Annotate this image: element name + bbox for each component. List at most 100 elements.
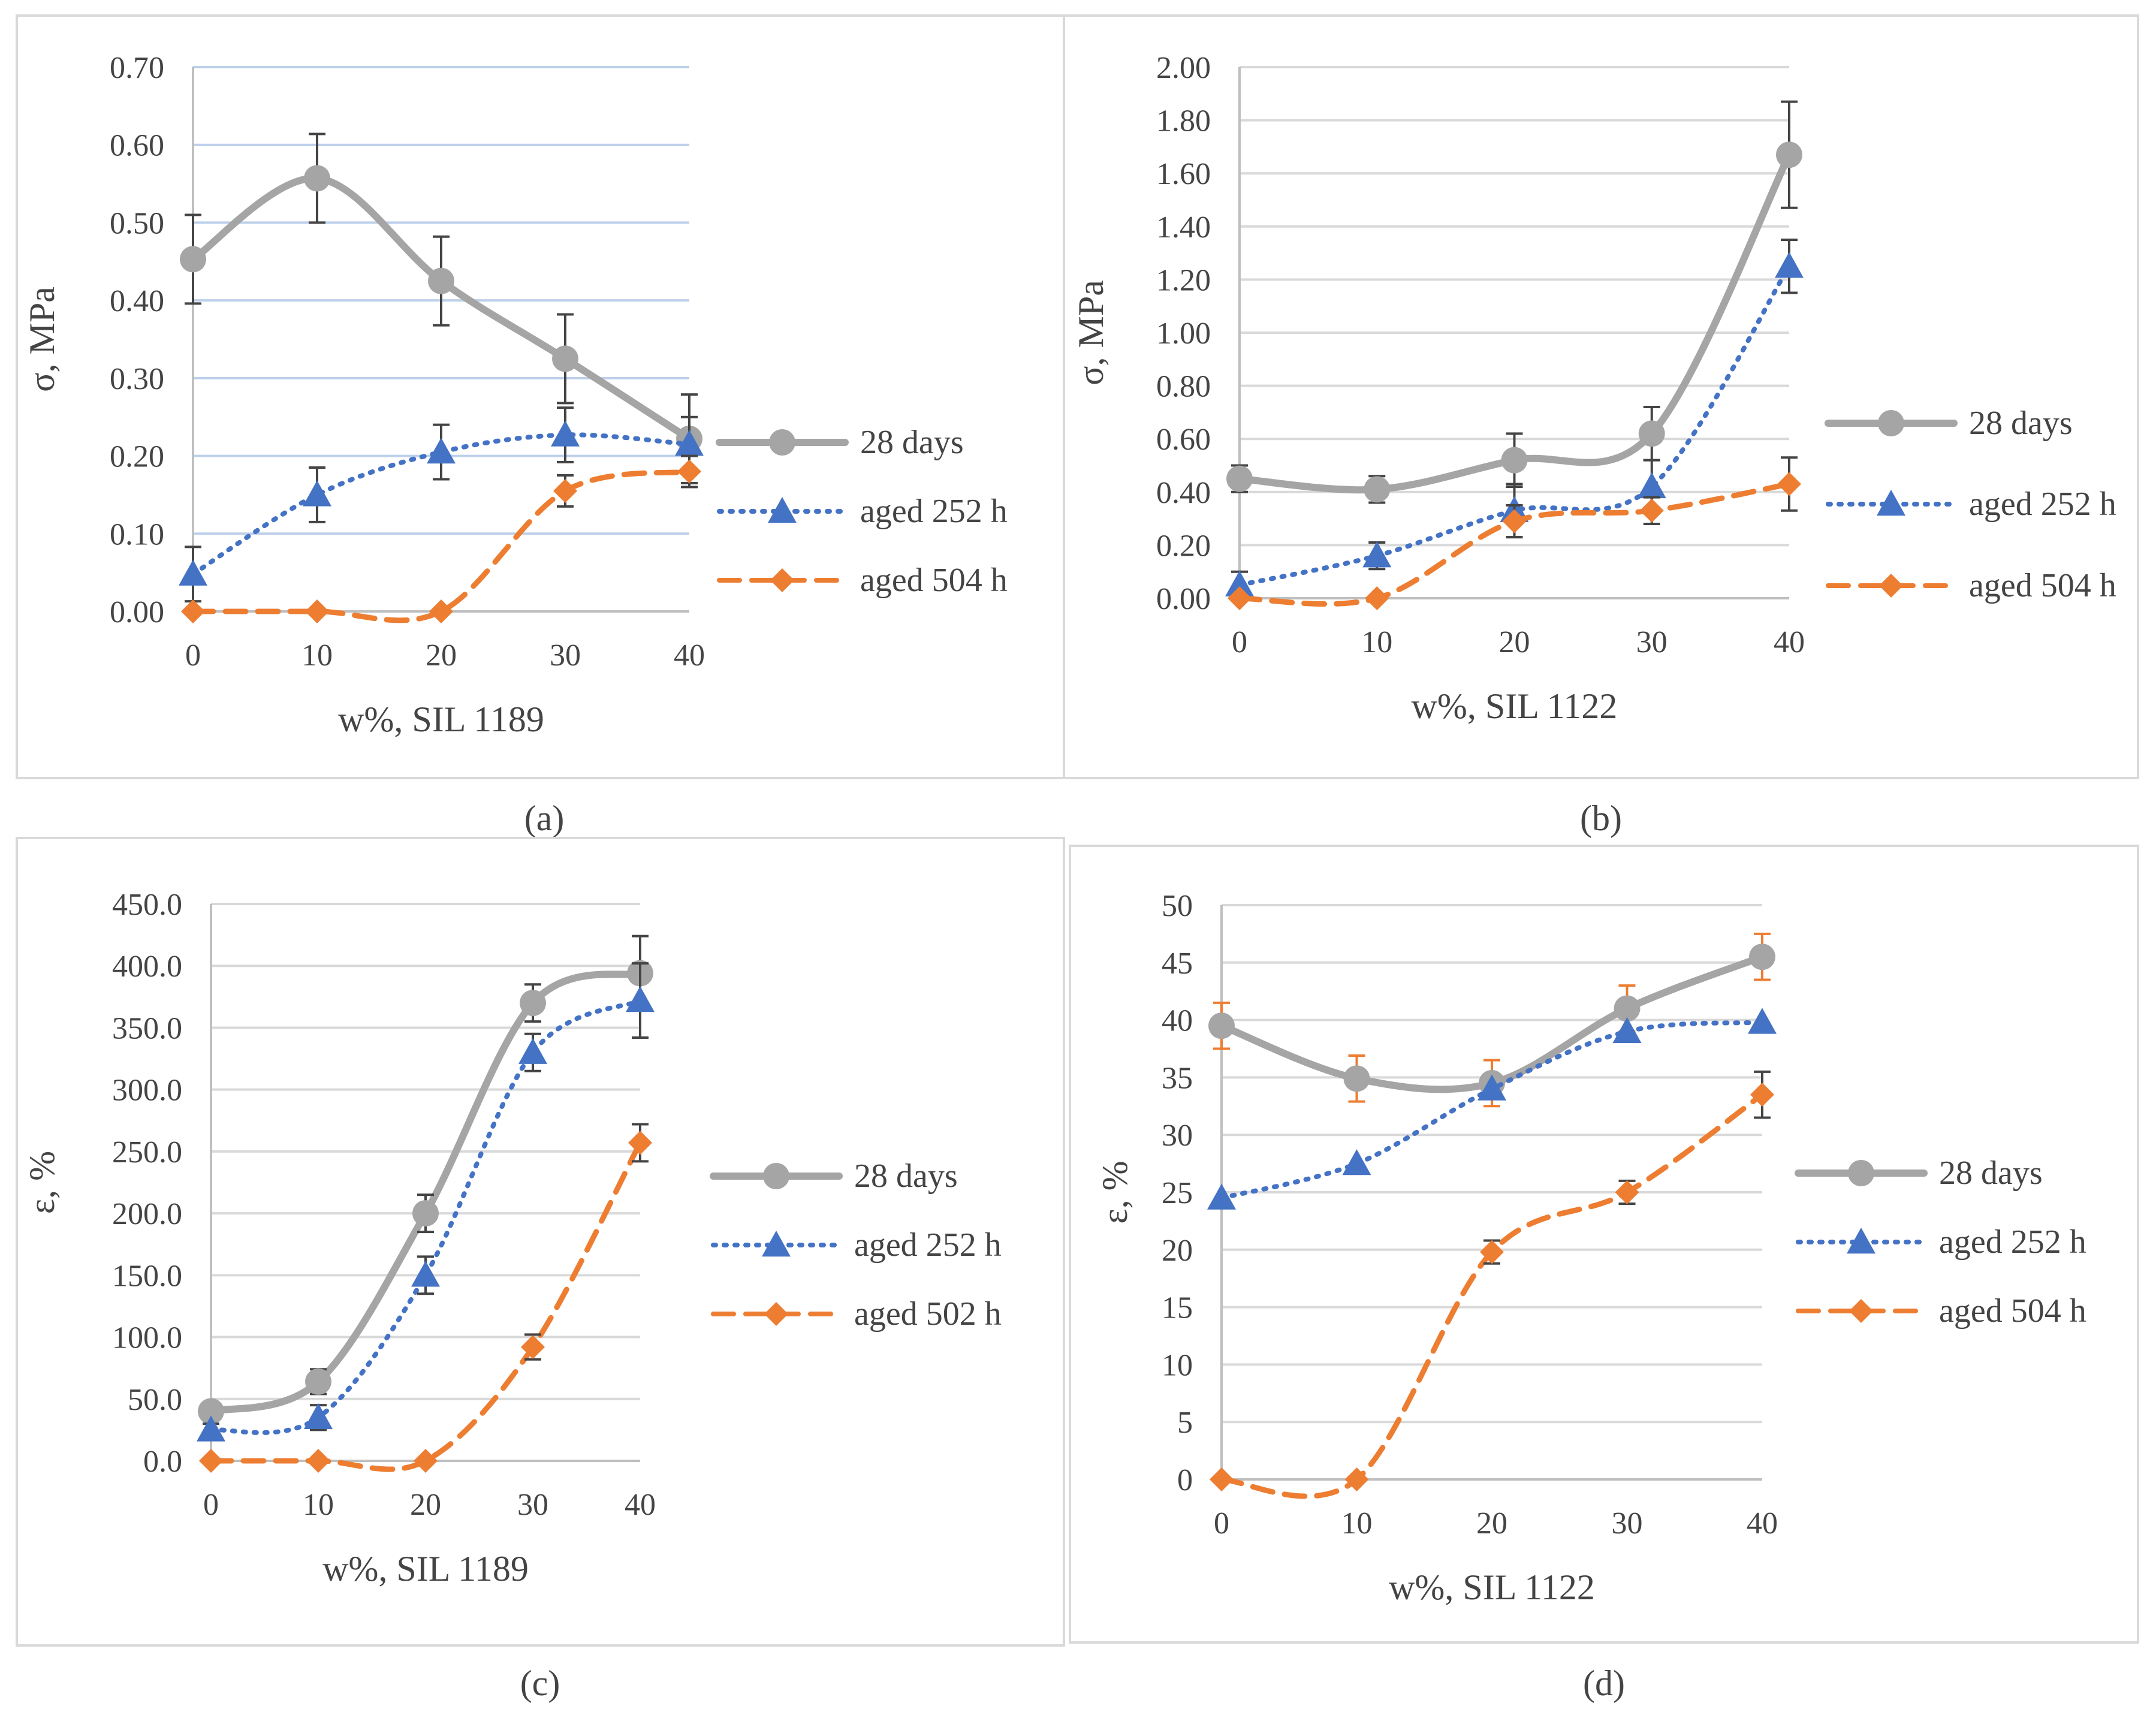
chart-frame [16, 14, 1071, 779]
y-tick-label: 450.0 [112, 888, 182, 922]
series-line-3 [1219, 1092, 1765, 1499]
data-point-3 [1615, 1180, 1639, 1204]
x-tick-label: 0 [1214, 1506, 1229, 1541]
data-point-1 [1208, 1012, 1235, 1039]
y-tick-label: 0.0 [143, 1445, 182, 1479]
data-point-2 [626, 986, 655, 1012]
data-point-1 [1226, 465, 1253, 492]
chart-frame [1069, 845, 2139, 1644]
data-point-1 [1749, 944, 1775, 970]
data-point-3 [181, 599, 205, 623]
data-point-1 [1638, 420, 1665, 447]
x-tick-label: 20 [410, 1488, 441, 1522]
legend-label: aged 252 h [854, 1226, 1002, 1264]
x-tick-label: 10 [1341, 1506, 1373, 1541]
legend-marker-1 [1878, 410, 1904, 436]
data-point-1 [198, 1398, 224, 1425]
y-tick-label: 0.50 [110, 206, 164, 240]
data-point-1 [1364, 476, 1391, 503]
data-point-2 [179, 559, 207, 586]
y-tick-label: 0.70 [110, 51, 164, 85]
x-tick-label: 30 [1612, 1506, 1643, 1541]
series-line-3 [190, 469, 692, 623]
data-point-3 [1750, 1083, 1774, 1107]
y-tick-label: 1.00 [1156, 317, 1211, 351]
data-point-3 [414, 1449, 438, 1473]
y-tick-label: 0.20 [110, 440, 164, 474]
y-tick-label: 50.0 [128, 1383, 182, 1417]
data-point-3 [553, 478, 577, 503]
x-tick-label: 0 [1232, 625, 1247, 659]
y-tick-label: 0.00 [1156, 582, 1211, 616]
data-point-2 [1342, 1149, 1371, 1175]
data-point-1 [552, 345, 578, 372]
legend-label: 28 days [1939, 1155, 2043, 1192]
legend-label: 28 days [1969, 405, 2073, 442]
data-point-3 [1480, 1240, 1504, 1264]
y-tick-label: 20 [1162, 1234, 1193, 1268]
y-tick-label: 1.80 [1156, 104, 1211, 138]
legend-label: aged 252 h [1969, 486, 2116, 523]
data-point-3 [305, 599, 329, 623]
data-point-2 [1612, 1017, 1642, 1043]
data-point-1 [1776, 141, 1802, 168]
panel-caption: (d) [1583, 1663, 1625, 1703]
data-point-2 [427, 438, 456, 464]
data-point-2 [675, 430, 704, 456]
y-tick-label: 150.0 [112, 1259, 182, 1293]
series-line-3 [208, 1140, 643, 1472]
x-axis-title: w%, SIL 1122 [1412, 686, 1618, 726]
y-tick-label: 0.00 [110, 595, 164, 629]
x-axis-title: w%, SIL 1189 [322, 1549, 529, 1589]
data-point-3 [1502, 509, 1527, 534]
data-point-2 [1775, 252, 1804, 278]
legend-marker-1 [763, 1163, 789, 1189]
legend-label: aged 504 h [1939, 1292, 2086, 1330]
data-point-3 [199, 1449, 223, 1473]
legend-marker-2 [1847, 1228, 1875, 1254]
data-point-2 [304, 1403, 333, 1429]
panel-caption: (c) [520, 1663, 560, 1703]
series-line-2 [1237, 264, 1792, 587]
legend-marker-3 [1849, 1299, 1873, 1323]
y-tick-label: 0.20 [1156, 529, 1211, 563]
legend-marker-1 [769, 429, 795, 456]
y-tick-label: 0.40 [1156, 476, 1211, 510]
data-point-2 [1207, 1183, 1236, 1210]
y-axis-title: σ, MPa [1071, 280, 1111, 385]
legend-label: aged 504 h [860, 562, 1008, 599]
data-point-1 [1343, 1065, 1370, 1092]
y-tick-label: 30 [1162, 1119, 1193, 1153]
data-point-3 [429, 599, 453, 623]
data-point-1 [412, 1200, 439, 1227]
x-tick-label: 40 [1774, 625, 1805, 659]
chart-panel-c: 0.050.0100.0150.0200.0250.0300.0350.0400… [16, 837, 1065, 1703]
y-tick-label: 15 [1162, 1291, 1193, 1325]
data-point-1 [305, 1368, 331, 1395]
legend-marker-2 [1877, 490, 1905, 516]
legend-marker-1 [1848, 1160, 1874, 1186]
data-point-1 [520, 990, 546, 1017]
data-point-2 [303, 480, 331, 507]
y-tick-label: 0.30 [110, 362, 164, 396]
y-tick-label: 0.60 [1156, 423, 1211, 457]
data-point-1 [180, 246, 206, 273]
legend-label: aged 252 h [860, 493, 1008, 530]
y-tick-label: 0.40 [110, 284, 164, 318]
x-axis-title: w%, SIL 1189 [338, 700, 544, 739]
legend-marker-3 [770, 568, 794, 592]
data-point-1 [1614, 995, 1641, 1022]
y-tick-label: 50 [1162, 889, 1193, 923]
data-point-2 [518, 1038, 547, 1064]
data-point-1 [428, 267, 454, 294]
y-tick-label: 35 [1162, 1061, 1193, 1095]
y-tick-label: 400.0 [112, 950, 182, 984]
x-tick-label: 0 [203, 1488, 219, 1522]
chart-panel-b: 0.00 0.20 0.40 0.60 0.80 1.00 1.20 1.40 1.60 1.80… [1063, 14, 2139, 838]
y-tick-label: 1.40 [1156, 210, 1211, 245]
data-point-2 [551, 420, 580, 447]
y-tick-label: 0.10 [110, 517, 164, 551]
chart-frame [16, 837, 1065, 1647]
x-tick-label: 40 [1747, 1506, 1778, 1541]
x-tick-label: 30 [517, 1488, 548, 1522]
